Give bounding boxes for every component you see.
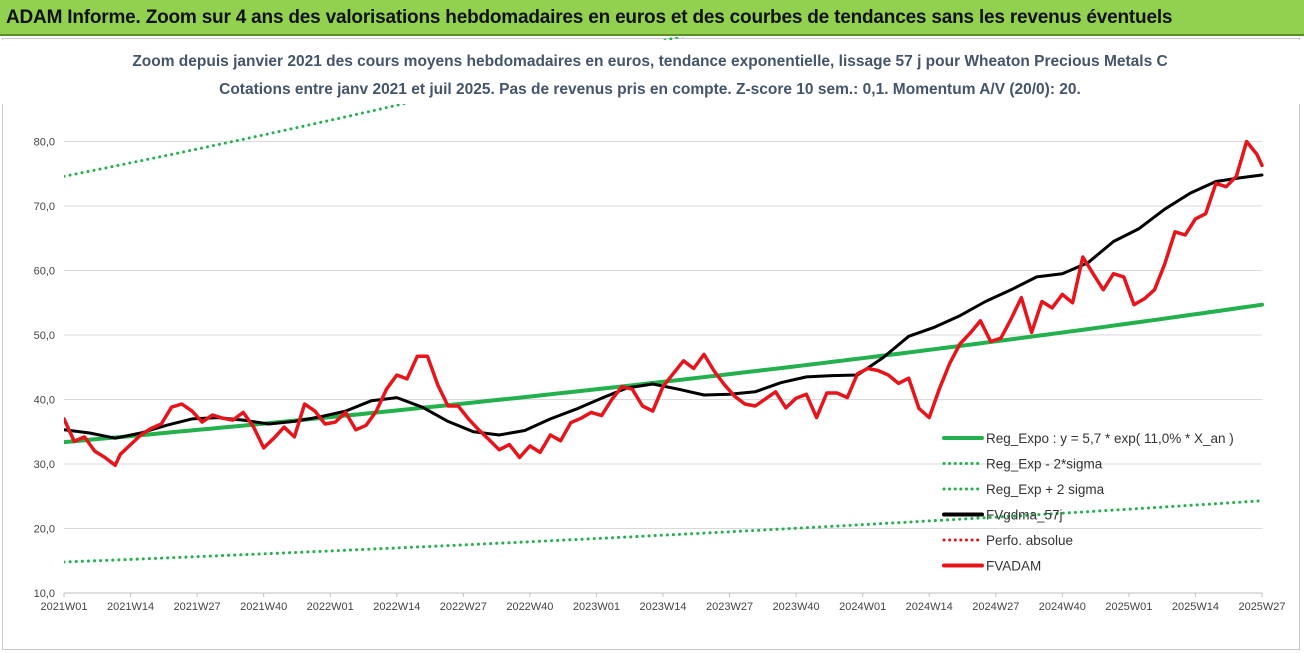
x-tick-label: 2025W27 xyxy=(1238,601,1285,613)
legend-label: Reg_Exp + 2 sigma xyxy=(986,482,1105,497)
legend-label: Reg_Exp - 2*sigma xyxy=(986,457,1103,472)
y-tick-label: 80,0 xyxy=(34,137,55,149)
series-line-5 xyxy=(64,139,1264,468)
x-tick-label: 2024W27 xyxy=(972,601,1019,613)
x-tick-label: 2023W27 xyxy=(706,601,753,613)
x-tick-label: 2022W01 xyxy=(307,601,354,613)
x-tick-label: 2024W14 xyxy=(906,601,953,613)
x-tick-label: 2023W40 xyxy=(773,601,820,613)
x-axis: 2021W01 2021W14 2021W27 2021W40 2022W01 2022W… xyxy=(40,592,1286,613)
x-tick-label: 2023W01 xyxy=(573,601,620,613)
x-tick-label: 2021W01 xyxy=(40,601,87,613)
x-tick-label: 2022W14 xyxy=(373,601,420,613)
legend: Reg_Expo : y = 5,7 * exp( 11,0% * X_an )… xyxy=(942,431,1234,574)
legend-label: Perfo. absolue xyxy=(986,533,1073,548)
x-tick-label: 2021W40 xyxy=(240,601,287,613)
chart-title: Zoom depuis janvier 2021 des cours moyen… xyxy=(132,53,1167,70)
series-line-1 xyxy=(64,499,1264,564)
x-tick-label: 2024W01 xyxy=(839,601,886,613)
y-tick-label: 30,0 xyxy=(34,459,55,471)
legend-label: FVADAM xyxy=(986,559,1041,574)
x-tick-label: 2021W27 xyxy=(174,601,221,613)
series-lines xyxy=(64,37,1264,564)
y-tick-label: 60,0 xyxy=(34,266,55,278)
series-line-3 xyxy=(64,173,1264,440)
x-tick-label: 2024W40 xyxy=(1039,601,1086,613)
legend-label: FVgdma_57j xyxy=(986,508,1063,523)
y-axis: 10,020,030,040,050,060,070,080,090,0 xyxy=(34,72,55,600)
y-tick-label: 50,0 xyxy=(34,330,55,342)
report-banner-title: ADAM Informe. Zoom sur 4 ans des valoris… xyxy=(6,7,1173,28)
chart-subtitle: Cotations entre janv 2021 et juil 2025. … xyxy=(219,81,1081,98)
y-tick-label: 40,0 xyxy=(34,395,55,407)
y-tick-label: 20,0 xyxy=(34,524,55,536)
title-background xyxy=(0,40,1304,104)
x-tick-label: 2025W14 xyxy=(1172,601,1219,613)
x-tick-label: 2023W14 xyxy=(639,601,686,613)
grid-lines xyxy=(64,76,1262,594)
y-tick-label: 10,0 xyxy=(34,588,55,600)
legend-label: Reg_Expo : y = 5,7 * exp( 11,0% * X_an ) xyxy=(986,431,1234,446)
chart-frame xyxy=(2,38,1300,650)
x-tick-label: 2025W01 xyxy=(1105,601,1152,613)
x-tick-label: 2022W40 xyxy=(506,601,553,613)
x-tick-label: 2022W27 xyxy=(440,601,487,613)
y-tick-label: 70,0 xyxy=(34,201,55,213)
report-banner: ADAM Informe. Zoom sur 4 ans des valoris… xyxy=(0,0,1304,36)
x-tick-label: 2021W14 xyxy=(107,601,154,613)
